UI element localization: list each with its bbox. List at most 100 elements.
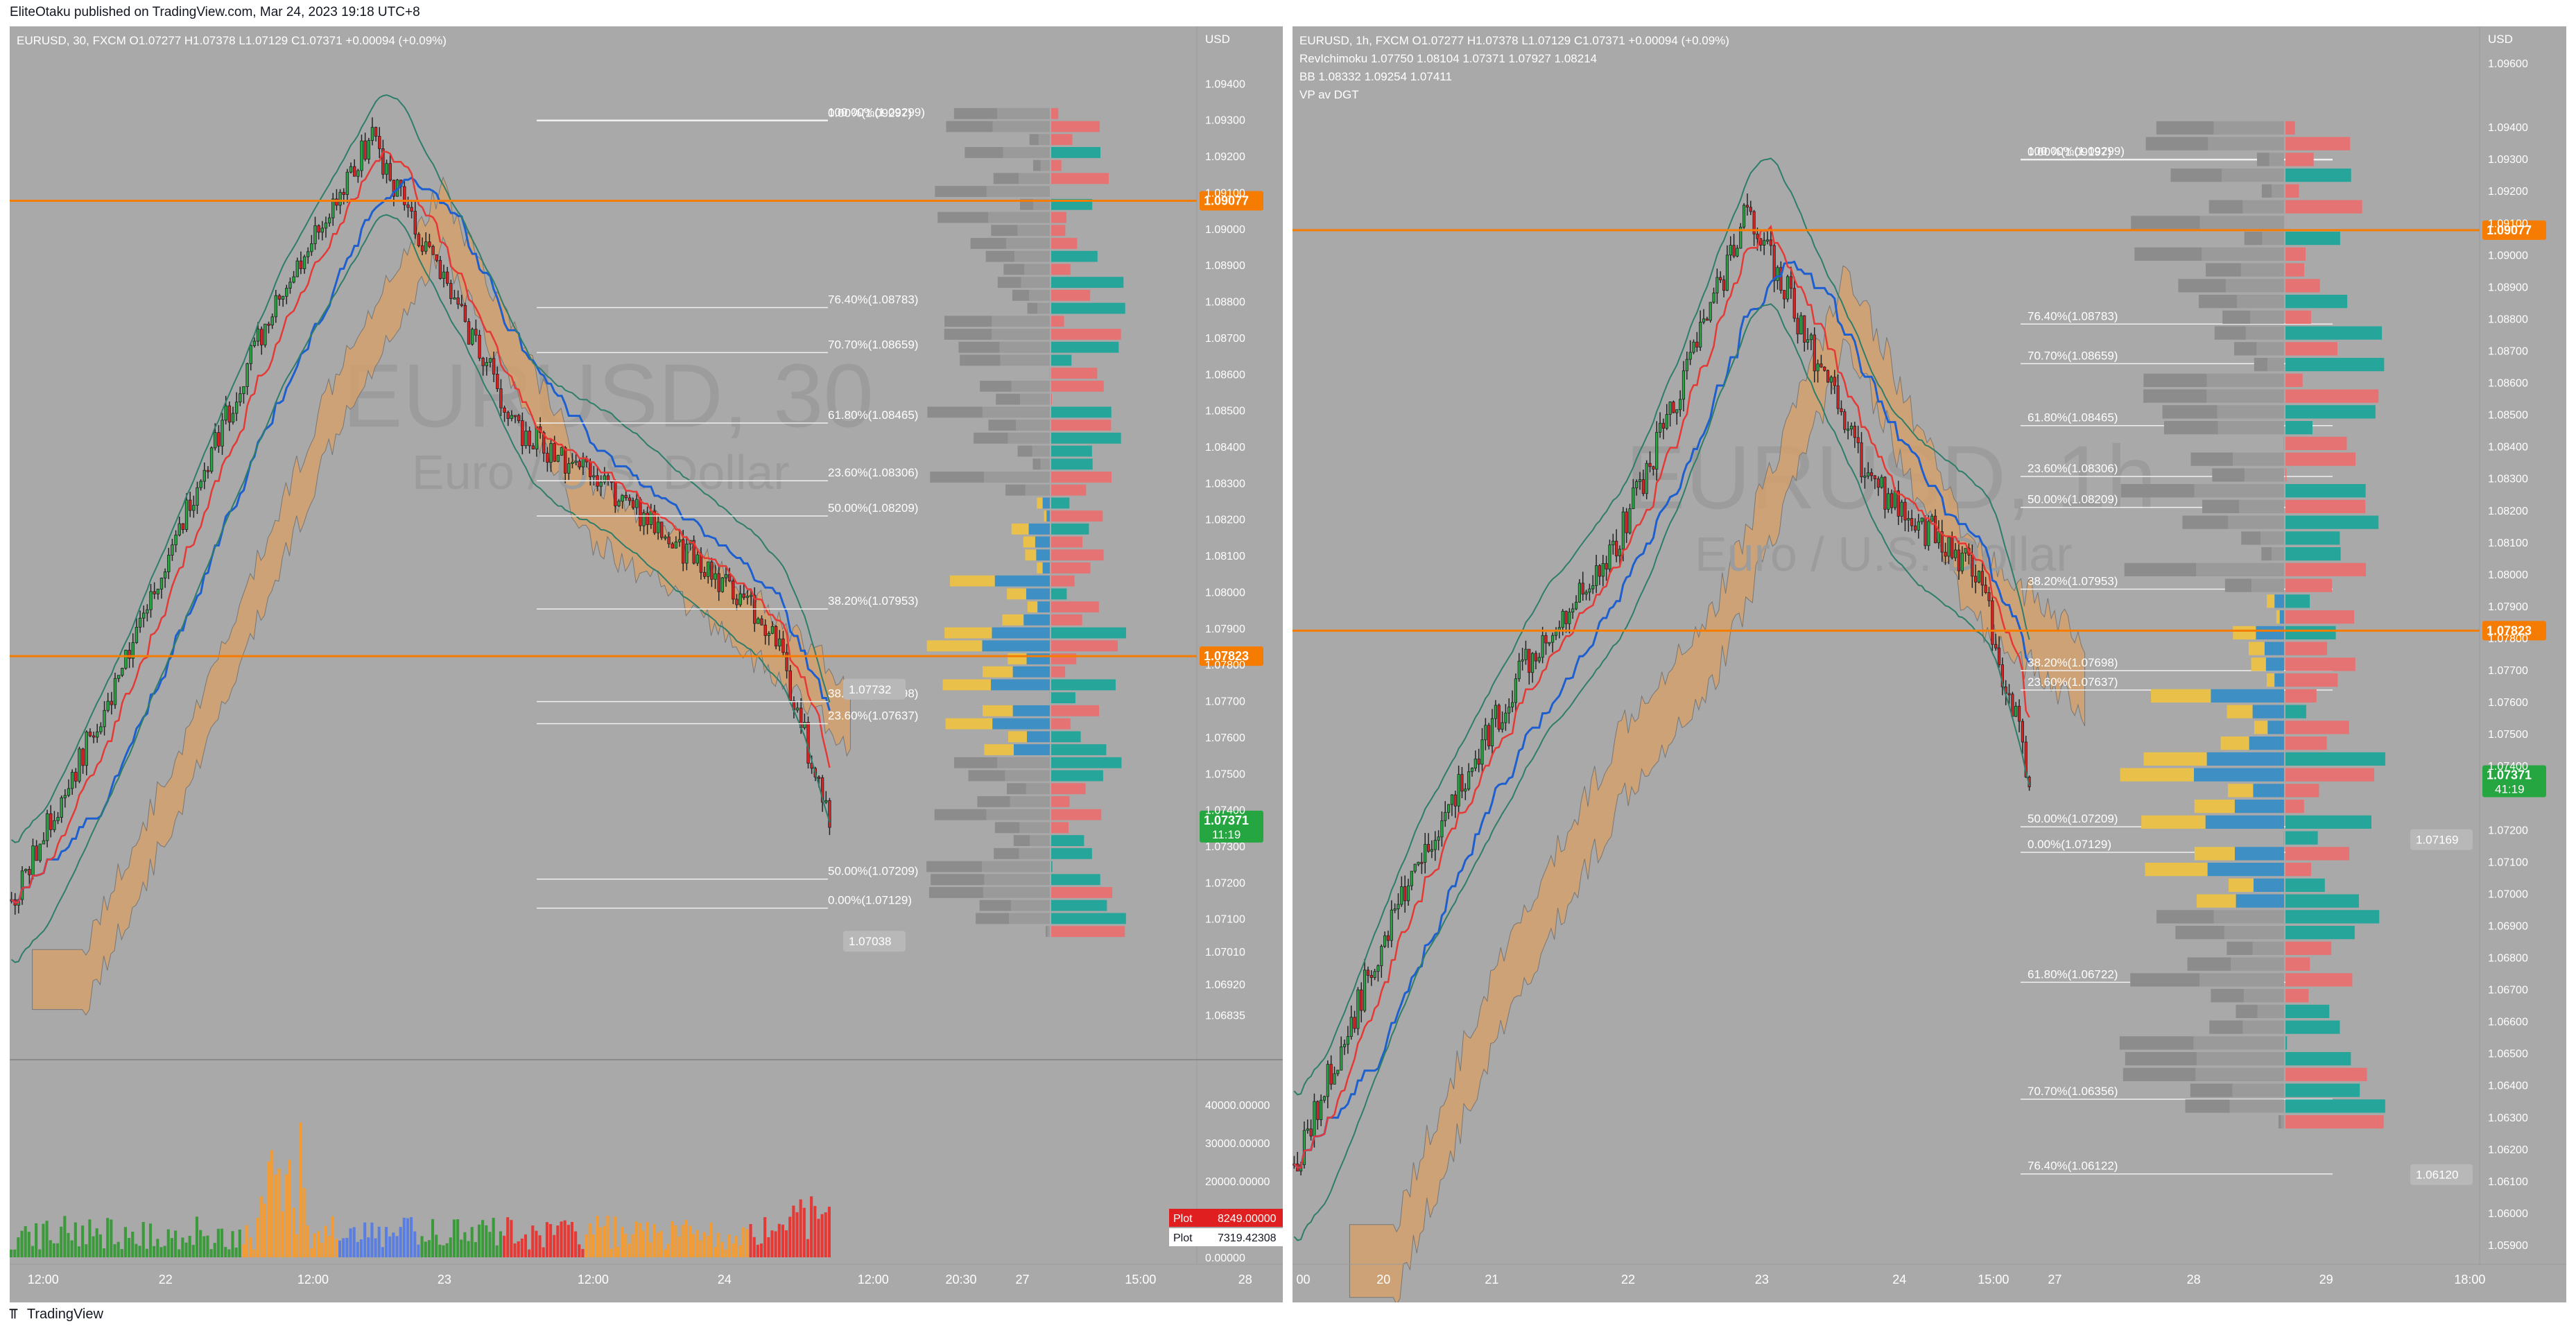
vp-bar-a (2143, 752, 2207, 766)
vp-bar-b (2257, 1004, 2284, 1018)
vp-bar-b (1012, 666, 1050, 678)
y-tick-label: 1.06100 (2488, 1176, 2528, 1188)
candle-body (1497, 705, 1501, 730)
candle-body (338, 191, 342, 206)
candle-body (156, 589, 160, 594)
vp-bar-a (2206, 263, 2241, 277)
vp-bar-a (996, 393, 1021, 405)
fib-label: 50.00%(1.07209) (2028, 812, 2118, 825)
candle-body (528, 431, 531, 447)
vp-bar-a (934, 809, 987, 820)
x-tick-label: 12:00 (858, 1273, 889, 1286)
vp-bar-b (999, 341, 1050, 353)
candle-body (1340, 1047, 1343, 1071)
candle-body (49, 813, 53, 830)
vp-bar-a (2233, 342, 2257, 356)
vp-bar-c (1051, 523, 1089, 535)
vp-bar-b (983, 472, 1050, 483)
volume-bar (234, 1247, 238, 1257)
y-tick-label: 1.07800 (2488, 633, 2528, 645)
price-tag-label: 1.07823 (2487, 623, 2532, 637)
volume-bar (563, 1220, 567, 1257)
volume-bar (216, 1228, 220, 1257)
candle-body (763, 624, 767, 636)
candle-body (70, 772, 74, 789)
vp-bar-a (1005, 484, 1026, 496)
vp-bar-b (1019, 822, 1050, 834)
vp-bar-a (1037, 562, 1043, 574)
candle-body (1803, 315, 1806, 343)
extra-label: 1.07038 (849, 935, 891, 948)
candle-body (352, 166, 356, 177)
candle-body (1789, 276, 1792, 289)
volume-y-tick-label: 0.00000 (1205, 1252, 1245, 1264)
volume-bar (752, 1237, 756, 1257)
vp-bar-b (997, 107, 1050, 119)
candle-body (153, 591, 156, 594)
candle-body (1927, 521, 1930, 546)
vp-bar-c (2285, 910, 2380, 924)
candle-body (702, 571, 707, 577)
vp-bar-a (2124, 562, 2197, 576)
x-tick-label: 21 (1485, 1273, 1498, 1286)
vp-bar-a (2156, 910, 2214, 924)
volume-bar (631, 1234, 634, 1257)
vp-bar-a (2194, 800, 2235, 813)
vp-bar-c (2285, 279, 2320, 293)
vp-bar-a (2130, 973, 2200, 987)
candle-body (1564, 610, 1568, 624)
volume-bar (241, 1244, 245, 1257)
candle-body (749, 594, 753, 597)
vp-bar-a (2143, 373, 2207, 387)
vp-bar-b (1013, 744, 1050, 755)
vp-bar-b (2196, 1052, 2284, 1066)
vp-bar-b (1009, 913, 1050, 924)
candle-body (146, 609, 149, 614)
y-tick-label: 1.06200 (2488, 1144, 2528, 1156)
candle-body (589, 461, 592, 478)
candle-body (735, 599, 738, 605)
vp-bar-b (2228, 515, 2284, 529)
vp-bar-b (2253, 784, 2284, 798)
fib-label: 76.40%(1.08783) (828, 293, 918, 306)
volume-bar (624, 1234, 628, 1257)
candle-body (1786, 276, 1790, 300)
vp-bar-a (2156, 121, 2214, 135)
candle-body (778, 638, 781, 647)
candle-body (1554, 630, 1558, 636)
candle-body (388, 163, 392, 181)
price-tag-countdown: 11:19 (1212, 828, 1241, 841)
vp-bar-b (982, 640, 1050, 652)
vp-bar-c (2285, 926, 2355, 940)
candle-body (1467, 771, 1471, 790)
chart-pane-1h[interactable]: EURUSD, 1h Euro / U.S. Dollar 0.00%(1.0919… (1293, 26, 2566, 1302)
volume-bar (327, 1236, 331, 1257)
y-tick-label: 1.09400 (2488, 122, 2528, 134)
vp-bar-a (2131, 216, 2200, 230)
candle-body (1658, 422, 1662, 433)
candle-body (1947, 537, 1951, 557)
pane-divider[interactable] (1283, 26, 1293, 1302)
tradingview-logo-icon[interactable]: ⫪ (10, 1307, 18, 1322)
footer-brand[interactable]: TradingView (26, 1307, 103, 1322)
vp-bar-c (1051, 134, 1073, 146)
candle-body (1336, 1069, 1340, 1074)
vp-bar-a (997, 277, 1021, 289)
vp-bar-c (1051, 601, 1099, 613)
candle-body (1765, 239, 1770, 242)
vp-bar-a (1011, 523, 1029, 535)
volume-bar (166, 1229, 170, 1257)
candle-body (460, 304, 463, 307)
candle-body (1501, 722, 1504, 730)
candle-body (360, 140, 363, 171)
vp-bar-c (2285, 721, 2349, 734)
y-tick-label: 1.07700 (2488, 665, 2528, 677)
candle-body (1705, 318, 1709, 321)
chart-pane-30m[interactable]: EURUSD, 30 Euro / U.S. Dollar 0.00%(1.0929… (10, 26, 1283, 1302)
volume-bar (252, 1249, 256, 1257)
candle-body (224, 405, 227, 421)
volume-bar (792, 1205, 795, 1257)
candle-body (202, 470, 206, 482)
